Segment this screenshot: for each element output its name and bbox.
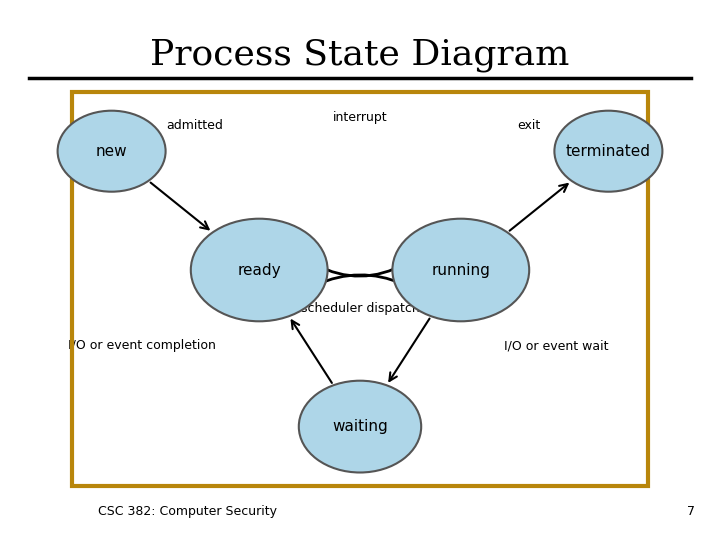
Text: 7: 7	[687, 505, 696, 518]
Text: new: new	[96, 144, 127, 159]
Text: CSC 382: Computer Security: CSC 382: Computer Security	[98, 505, 276, 518]
Text: running: running	[431, 262, 490, 278]
Circle shape	[191, 219, 328, 321]
Circle shape	[554, 111, 662, 192]
Circle shape	[299, 381, 421, 472]
Text: terminated: terminated	[566, 144, 651, 159]
Text: ready: ready	[238, 262, 281, 278]
Circle shape	[392, 219, 529, 321]
Circle shape	[58, 111, 166, 192]
Text: interrupt: interrupt	[333, 111, 387, 124]
Text: scheduler dispatch: scheduler dispatch	[301, 302, 419, 315]
Text: I/O or event completion: I/O or event completion	[68, 339, 216, 352]
Text: I/O or event wait: I/O or event wait	[504, 339, 608, 352]
Text: Process State Diagram: Process State Diagram	[150, 38, 570, 72]
Text: exit: exit	[518, 119, 541, 132]
Text: waiting: waiting	[332, 419, 388, 434]
Bar	[72, 92, 648, 486]
Text: admitted: admitted	[166, 119, 222, 132]
